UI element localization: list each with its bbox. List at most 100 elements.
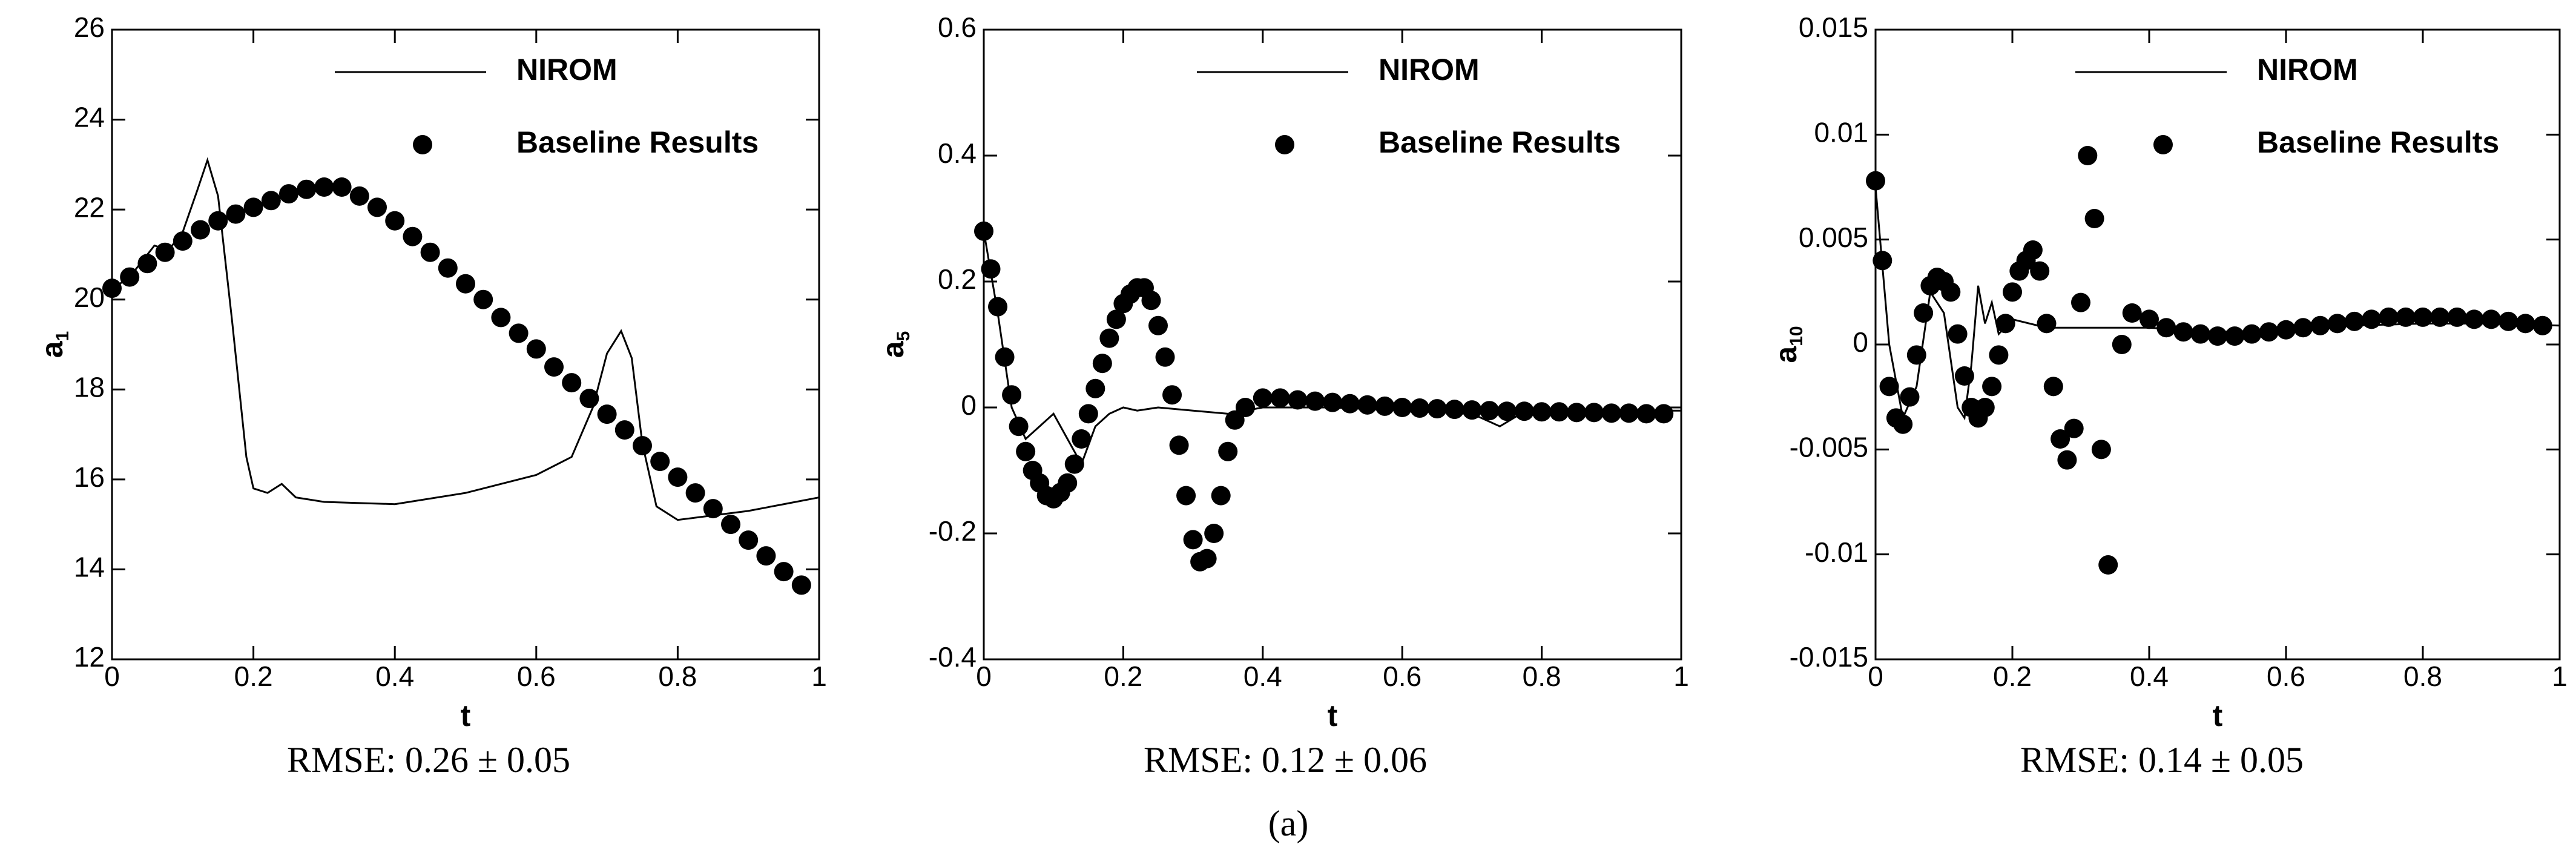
data-point (314, 177, 334, 197)
data-point (1064, 454, 1084, 474)
data-point (1183, 530, 1203, 550)
data-point (420, 242, 440, 262)
data-point (2310, 315, 2330, 335)
data-point (1866, 171, 1885, 191)
data-point (2413, 307, 2433, 327)
data-point (1204, 524, 1224, 543)
subplot: -0.4 -0.2 0 0.2 0.4 0.6 0 0.2 0.4 0.6 0.8 1 t a5 NIROM… (876, 12, 1689, 780)
data-point (2098, 555, 2118, 575)
data-point (1078, 404, 1098, 424)
y-tick-label: 0.015 (1799, 12, 1868, 43)
data-point (2122, 303, 2142, 323)
data-point (1601, 403, 1621, 423)
x-tick-label: 0.6 (517, 661, 556, 692)
y-tick-label: -0.015 (1790, 641, 1868, 673)
series-line (111, 157, 820, 521)
data-point (2396, 307, 2416, 327)
data-point (579, 389, 599, 409)
data-point (2447, 307, 2467, 327)
data-point (2173, 322, 2193, 342)
data-point (2499, 311, 2518, 331)
data-point (974, 221, 993, 241)
legend-label: Baseline Results (516, 125, 759, 159)
data-point (2051, 429, 2070, 449)
plot-frame (983, 28, 1682, 661)
x-tick-label: 0.2 (234, 661, 273, 692)
data-point (1106, 309, 1126, 329)
data-point (995, 347, 1015, 367)
data-point (2064, 418, 2084, 438)
data-point (2293, 318, 2313, 338)
legend-marker (413, 135, 432, 154)
data-point (2379, 307, 2399, 327)
x-axis-label: t (2213, 699, 2223, 733)
data-point (756, 546, 776, 566)
data-point (1480, 401, 1500, 421)
data-point (1392, 398, 1412, 417)
data-point (2464, 309, 2484, 329)
x-tick-label: 0.2 (1104, 661, 1142, 692)
y-tick-label: 14 (74, 552, 105, 583)
data-point (668, 467, 688, 487)
y-axis-label-subscript: 1 (53, 331, 73, 341)
data-point (774, 562, 794, 582)
data-point (1982, 377, 2002, 397)
x-tick-label: 1 (811, 661, 827, 692)
data-point (597, 404, 617, 424)
data-point (1357, 395, 1377, 415)
caption: RMSE: 0.26 ± 0.05 (287, 740, 570, 780)
data-point (456, 274, 475, 294)
y-axis-label-main: a (1769, 346, 1803, 363)
y-tick-label: 0.2 (938, 263, 977, 295)
data-point (614, 420, 634, 440)
data-point (2225, 326, 2245, 346)
data-point (562, 373, 582, 393)
data-point (1148, 315, 1168, 335)
data-point (2482, 309, 2501, 329)
data-point (1941, 282, 1961, 302)
data-point (544, 357, 564, 377)
data-point (385, 211, 405, 231)
y-tick-label: 12 (74, 641, 105, 673)
data-point (633, 436, 652, 456)
data-point (1427, 399, 1447, 419)
data-point (1906, 345, 1926, 365)
data-point (173, 231, 193, 251)
y-tick-label: -0.4 (929, 641, 977, 673)
data-point (2140, 309, 2159, 329)
y-tick-label: 0.6 (938, 12, 977, 43)
y-axis-label-main: a (35, 340, 69, 358)
data-point (1141, 291, 1161, 311)
data-point (721, 515, 740, 535)
x-tick-label: 0.4 (375, 661, 414, 692)
legend-label: NIROM (516, 53, 618, 87)
x-tick-label: 1 (2552, 661, 2568, 692)
data-point (1989, 345, 2009, 365)
data-point (2190, 324, 2210, 344)
data-point (1218, 441, 1238, 461)
x-tick-label: 0.8 (658, 661, 697, 692)
data-point (1995, 314, 2015, 334)
data-point (208, 211, 228, 231)
data-point (2037, 314, 2057, 334)
data-point (2091, 440, 2111, 460)
data-point (243, 197, 263, 217)
data-point (791, 575, 811, 595)
data-point (650, 452, 670, 472)
data-point (2515, 314, 2535, 334)
legend-label: NIROM (2257, 53, 2358, 87)
y-tick-label: 26 (74, 12, 105, 43)
data-point (1253, 388, 1273, 408)
data-point (332, 177, 352, 197)
data-point (1514, 401, 1534, 421)
legend-marker (1275, 135, 1294, 154)
data-point (1873, 251, 1892, 271)
data-point (403, 226, 423, 246)
data-point (2208, 326, 2227, 346)
data-point (491, 308, 511, 328)
data-point (297, 179, 317, 199)
y-tick-label: 0.005 (1799, 222, 1868, 253)
x-tick-label: 0.4 (1244, 661, 1282, 692)
data-point (1975, 398, 1995, 417)
data-point (2003, 282, 2022, 302)
